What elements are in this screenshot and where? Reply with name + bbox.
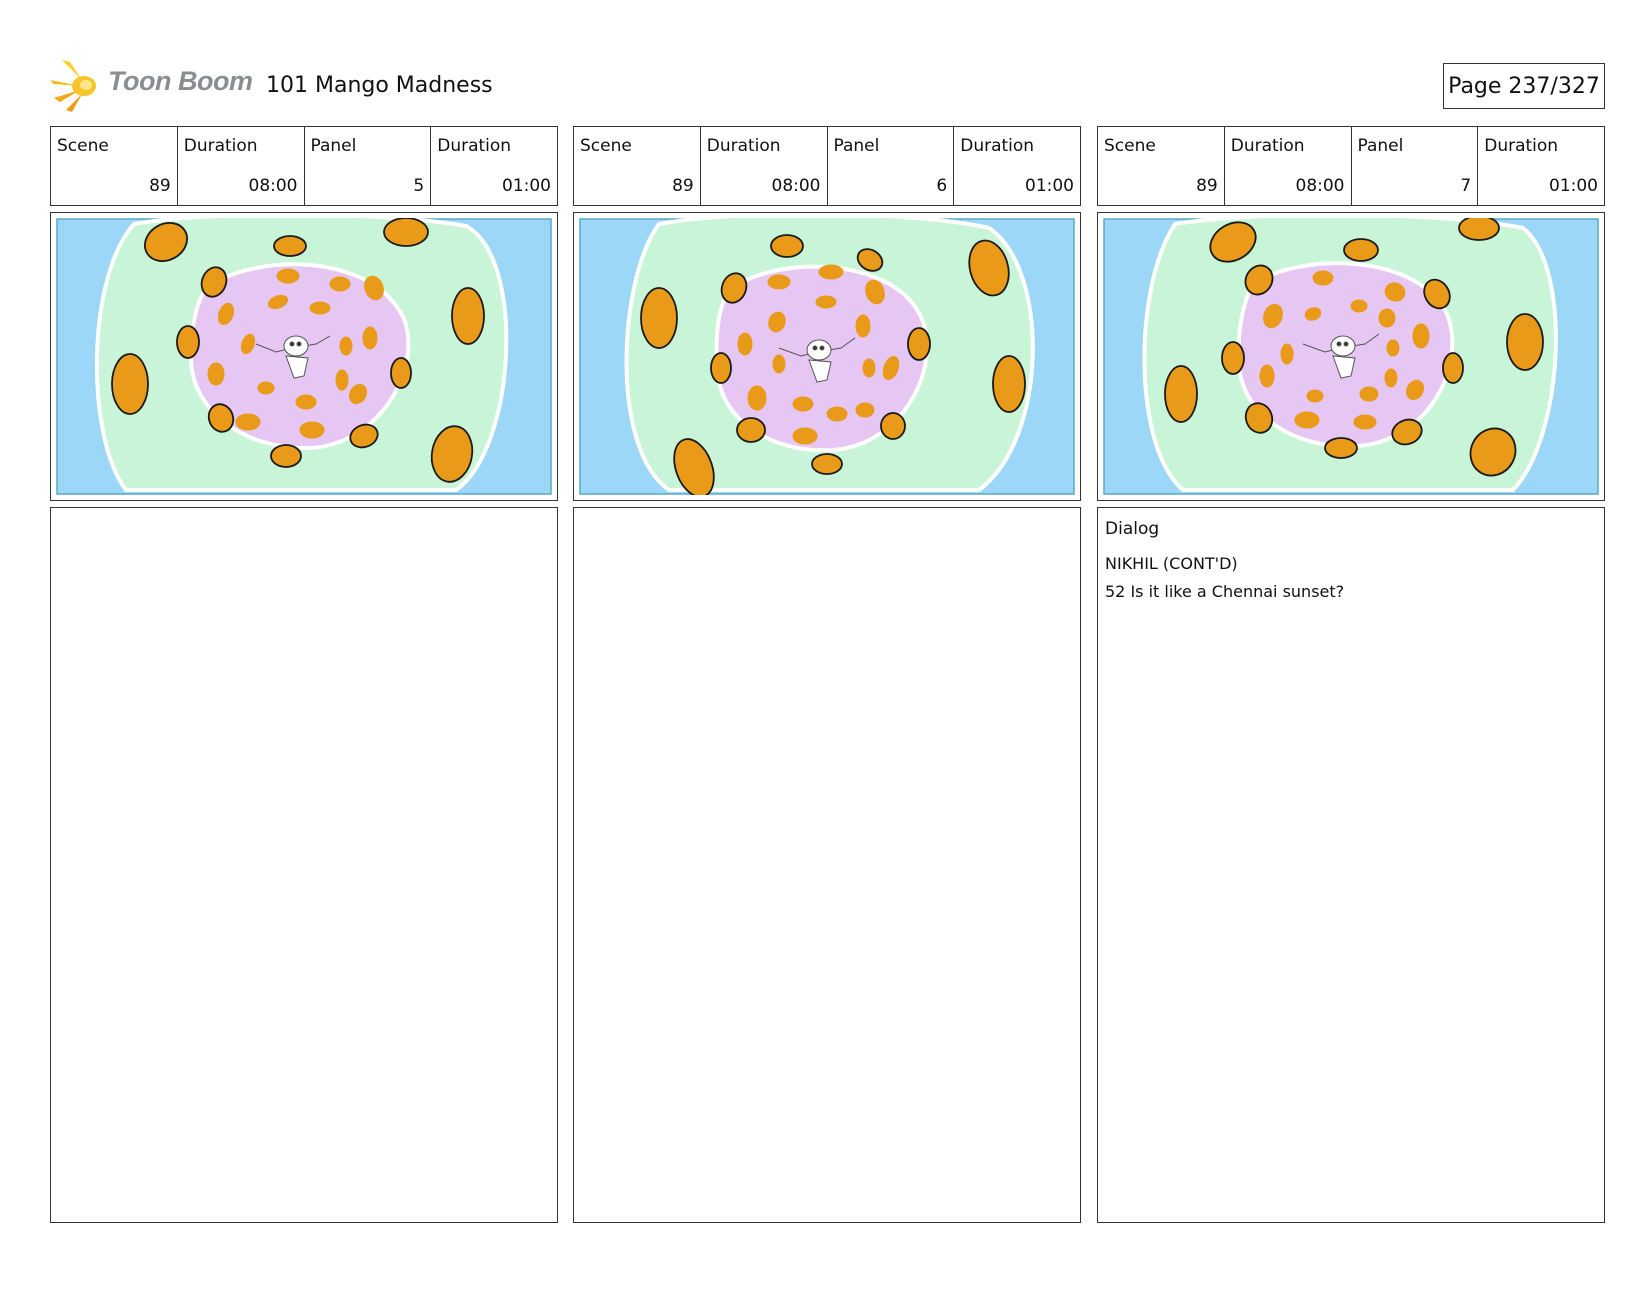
- panel-cell: Panel 7: [1352, 127, 1479, 205]
- panel-info-row: Scene 89 Duration 08:00 Panel 7 Duration…: [1097, 126, 1605, 206]
- scene-duration-value: 08:00: [248, 176, 298, 196]
- document-title: 101 Mango Madness: [266, 73, 493, 98]
- dialog-line: 52 Is it like a Chennai sunset?: [1105, 582, 1345, 601]
- dialog-label: Dialog: [1105, 519, 1160, 539]
- scene-duration-cell: Duration 08:00: [1225, 127, 1352, 205]
- panel-label: Panel: [310, 136, 357, 156]
- scene-label: Scene: [1104, 136, 1156, 156]
- panel-duration-value: 01:00: [502, 176, 551, 196]
- panel-label: Panel: [833, 136, 880, 156]
- panel-cell: Panel 6: [828, 127, 955, 205]
- scene-label: Scene: [57, 136, 109, 156]
- panel-value: 7: [1460, 176, 1472, 196]
- dialog-speaker: NIKHIL (CONT'D): [1105, 554, 1238, 573]
- storyboard-drawing: [579, 218, 1075, 495]
- panel-duration-cell: Duration 01:00: [431, 127, 557, 205]
- storyboard-frame: [573, 212, 1081, 501]
- page-number: Page 237/327: [1443, 63, 1605, 109]
- notes-box: [573, 507, 1081, 1223]
- scene-cell: Scene 89: [51, 127, 178, 205]
- dialog-box: Dialog NIKHIL (CONT'D) 52 Is it like a C…: [1097, 507, 1605, 1223]
- panel-duration-value: 01:00: [1549, 176, 1598, 196]
- storyboard-drawing: [56, 218, 552, 495]
- scene-duration-cell: Duration 08:00: [178, 127, 305, 205]
- scene-duration-value: 08:00: [771, 176, 821, 196]
- duration-label: Duration: [183, 136, 258, 156]
- toon-boom-logo: Toon Boom: [50, 58, 255, 118]
- scene-duration-cell: Duration 08:00: [701, 127, 828, 205]
- panel-duration-cell: Duration 01:00: [1478, 127, 1604, 205]
- duration-label: Duration: [437, 136, 512, 156]
- duration-label: Duration: [960, 136, 1035, 156]
- storyboard-frame: [50, 212, 558, 501]
- scene-value: 89: [1196, 176, 1218, 196]
- duration-label: Duration: [706, 136, 781, 156]
- scene-value: 89: [672, 176, 694, 196]
- duration-label: Duration: [1230, 136, 1305, 156]
- panel-value: 6: [936, 176, 948, 196]
- panel-info-row: Scene 89 Duration 08:00 Panel 6 Duration…: [573, 126, 1081, 206]
- scene-cell: Scene 89: [574, 127, 701, 205]
- scene-duration-value: 08:00: [1295, 176, 1345, 196]
- storyboard-frame: [1097, 212, 1605, 501]
- panel-duration-cell: Duration 01:00: [954, 127, 1080, 205]
- storyboard-drawing: [1103, 218, 1599, 495]
- starburst-icon: [50, 60, 96, 112]
- panel-value: 5: [413, 176, 425, 196]
- duration-label: Duration: [1484, 136, 1559, 156]
- scene-cell: Scene 89: [1098, 127, 1225, 205]
- panel-cell: Panel 5: [305, 127, 432, 205]
- scene-value: 89: [149, 176, 171, 196]
- notes-box: [50, 507, 558, 1223]
- panel-info-row: Scene 89 Duration 08:00 Panel 5 Duration…: [50, 126, 558, 206]
- panel-label: Panel: [1357, 136, 1404, 156]
- logo-text: Toon Boom: [108, 66, 253, 96]
- scene-label: Scene: [580, 136, 632, 156]
- panel-duration-value: 01:00: [1025, 176, 1074, 196]
